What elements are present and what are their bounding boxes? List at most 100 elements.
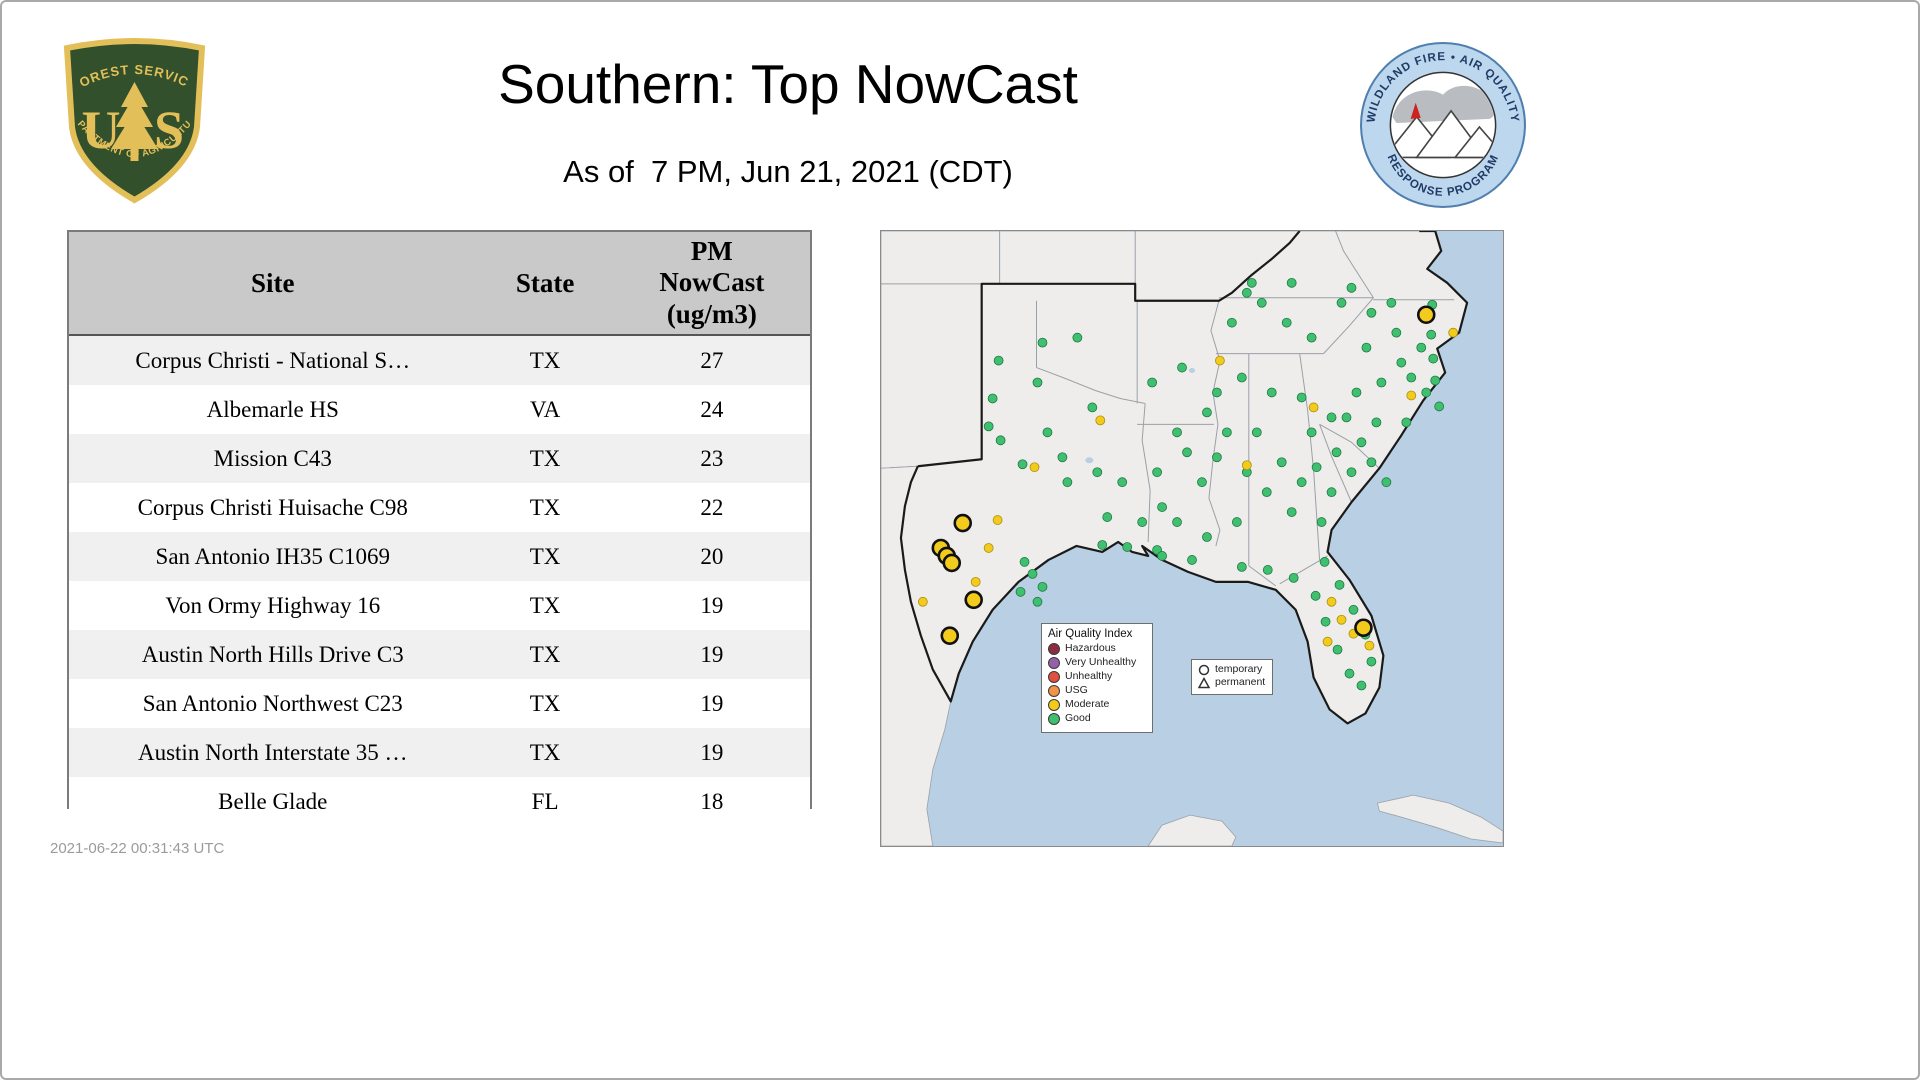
- state-cell: TX: [529, 445, 561, 471]
- monitor-dot-good: [1212, 452, 1222, 463]
- legend-row-temporary: temporary: [1198, 664, 1265, 676]
- pm-cell: 23: [700, 445, 724, 471]
- state-cell: TX: [529, 347, 561, 373]
- usfs-shield-icon: FOREST SERVICE U S DEPARTMENT OF AGRICUL…: [52, 20, 206, 204]
- monitor-dot-good: [995, 435, 1006, 446]
- monitor-dot-good: [1428, 353, 1439, 364]
- table-row: Austin North Interstate 35 … TX 19: [69, 728, 810, 777]
- monitor-dot-good: [983, 421, 994, 432]
- table-row: San Antonio Northwest C23 TX 19: [69, 679, 810, 728]
- monitor-dot-moderate: [1308, 402, 1319, 413]
- pine-tree-icon: [111, 82, 158, 161]
- monitor-dot-good: [1177, 362, 1187, 373]
- page-title: Southern: Top NowCast: [498, 53, 1078, 115]
- monitor-dot-good: [1366, 656, 1377, 667]
- monitor-dot-good: [1366, 457, 1377, 468]
- table-row: Austin North Hills Drive C3 TX 19: [69, 630, 810, 679]
- aqi-legend-item: Unhealthy: [1048, 671, 1147, 683]
- monitor-dot-moderate: [970, 576, 981, 587]
- aqi-legend-item: Hazardous: [1048, 643, 1147, 655]
- wfaqrp-logo: WILDLAND FIRE • AIR QUALITY RESPONSE PRO…: [1358, 40, 1528, 210]
- pm-cell: 20: [700, 543, 724, 569]
- monitor-dot-moderate: [1326, 596, 1337, 607]
- monitor-dot-good: [987, 393, 998, 404]
- pm-cell: 19: [700, 690, 724, 716]
- monitor-dot-moderate: [1448, 327, 1459, 338]
- pm-cell: 19: [700, 592, 724, 618]
- monitor-dot-temporary: [964, 590, 983, 610]
- monitor-dot-temporary: [940, 626, 960, 645]
- monitor-dot-good: [1288, 572, 1299, 583]
- generated-timestamp: 2021-06-22 00:31:43 UTC: [50, 840, 225, 857]
- monitor-dot-good: [1434, 401, 1445, 412]
- monitor-dot-good: [1032, 377, 1043, 388]
- monitor-dot-moderate: [1095, 415, 1106, 426]
- monitor-dot-temporary: [1354, 618, 1373, 637]
- state-cell: VA: [529, 396, 561, 422]
- site-cell: Mission C43: [213, 445, 332, 471]
- monitor-dot-good: [1331, 447, 1342, 458]
- monitor-dot-good: [1262, 565, 1273, 575]
- monitor-dot-moderate: [1241, 460, 1252, 471]
- monitor-dot-good: [1310, 590, 1321, 601]
- monitor-dot-good: [1246, 277, 1257, 288]
- map-canvas: [881, 231, 1503, 846]
- site-cell: Austin North Interstate 35 …: [137, 739, 408, 765]
- monitor-dot-moderate: [992, 515, 1003, 525]
- monitor-dot-good: [1376, 377, 1387, 388]
- monitor-dot-good: [1157, 551, 1167, 561]
- monitor-dot-good: [1286, 277, 1297, 288]
- monitor-dot-good: [1416, 342, 1427, 353]
- table-row: Belle Glade FL 18: [69, 777, 810, 826]
- aqi-legend-label: Very Unhealthy: [1065, 656, 1137, 669]
- aqi-legend-label: USG: [1065, 684, 1088, 697]
- site-cell: Corpus Christi - National S…: [135, 347, 411, 373]
- monitor-dot-moderate: [917, 596, 928, 607]
- monitor-dot-good: [1286, 507, 1297, 517]
- pm-cell: 18: [700, 788, 724, 814]
- table-row: Corpus Christi Huisache C98 TX 22: [69, 483, 810, 532]
- aqi-legend-items: Hazardous Very Unhealthy Unhealthy USG Moder…: [1048, 643, 1147, 725]
- monitor-dot-good: [1381, 477, 1392, 488]
- aqi-legend-item: Very Unhealthy: [1048, 657, 1147, 669]
- monitor-dot-good: [1117, 477, 1128, 488]
- flame-icon: [1410, 102, 1421, 119]
- aqi-legend-label: Good: [1065, 712, 1091, 725]
- monitor-dot-good: [1326, 487, 1337, 498]
- monitor-dot-good: [1311, 462, 1322, 473]
- aqi-legend-label: Hazardous: [1065, 642, 1116, 655]
- monitor-dot-good: [1197, 477, 1207, 488]
- monitor-dot-moderate: [1215, 355, 1225, 366]
- state-cell: TX: [529, 690, 561, 716]
- monitor-dot-good: [1320, 616, 1331, 627]
- site-cell: Belle Glade: [218, 788, 328, 814]
- pm-cell: 19: [700, 641, 724, 667]
- monitor-dot-good: [1037, 337, 1048, 348]
- monitor-dot-good: [1157, 502, 1167, 512]
- column-header-state: State: [476, 232, 614, 336]
- monitor-dot-good: [1019, 557, 1030, 567]
- wfaqrp-logo-icon: WILDLAND FIRE • AIR QUALITY RESPONSE PRO…: [1360, 42, 1526, 208]
- pm-cell: 27: [700, 347, 724, 373]
- monitor-dot-good: [1222, 427, 1232, 438]
- monitor-dot-good: [1348, 604, 1359, 615]
- monitor-dot-good: [1226, 317, 1237, 328]
- aqi-legend-item: Moderate: [1048, 699, 1147, 711]
- monitor-dot-good: [1236, 372, 1247, 383]
- monitor-dot-good: [1306, 427, 1317, 438]
- aqi-legend: Air Quality Index Hazardous Very Unhealth…: [1041, 623, 1153, 733]
- pm-cell: 24: [700, 396, 724, 422]
- monitor-dot-good: [1426, 329, 1437, 340]
- aqi-color-dot: [1048, 713, 1060, 725]
- monitor-dot-good: [1147, 377, 1158, 388]
- monitor-dot-good: [1361, 342, 1372, 353]
- monitor-dot-good: [1202, 532, 1212, 542]
- monitor-dot-good: [1152, 467, 1162, 478]
- monitor-dot-good: [1057, 452, 1068, 463]
- monitor-dot-moderate: [1322, 636, 1333, 647]
- monitor-dot-good: [1251, 427, 1262, 438]
- column-header-site: Site: [69, 232, 477, 336]
- monitor-dot-good: [1316, 517, 1327, 527]
- monitor-dot-good: [1281, 317, 1292, 328]
